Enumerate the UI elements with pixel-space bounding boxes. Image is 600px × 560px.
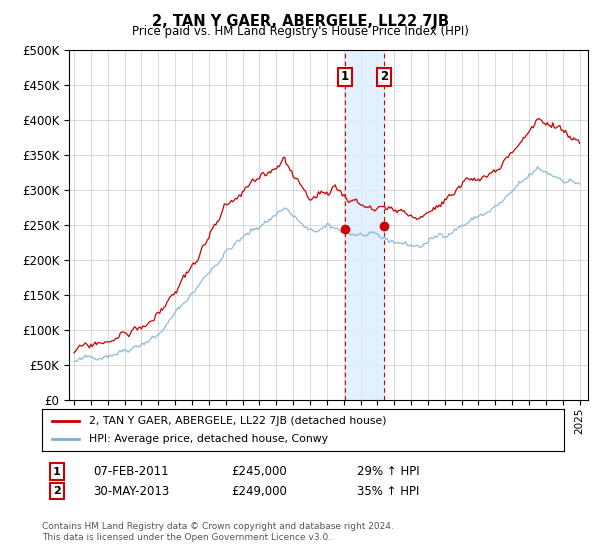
Text: 1: 1 [53, 466, 61, 477]
Text: 2: 2 [380, 71, 388, 83]
Text: 2, TAN Y GAER, ABERGELE, LL22 7JB (detached house): 2, TAN Y GAER, ABERGELE, LL22 7JB (detac… [89, 416, 386, 426]
Text: Contains HM Land Registry data © Crown copyright and database right 2024.: Contains HM Land Registry data © Crown c… [42, 522, 394, 531]
Text: This data is licensed under the Open Government Licence v3.0.: This data is licensed under the Open Gov… [42, 533, 331, 542]
Text: £245,000: £245,000 [231, 465, 287, 478]
Text: 07-FEB-2011: 07-FEB-2011 [93, 465, 169, 478]
Text: £249,000: £249,000 [231, 484, 287, 498]
Text: 1: 1 [341, 71, 349, 83]
Text: 30-MAY-2013: 30-MAY-2013 [93, 484, 169, 498]
Text: 29% ↑ HPI: 29% ↑ HPI [357, 465, 419, 478]
Text: 35% ↑ HPI: 35% ↑ HPI [357, 484, 419, 498]
Bar [345, 50, 384, 400]
Text: Price paid vs. HM Land Registry's House Price Index (HPI): Price paid vs. HM Land Registry's House … [131, 25, 469, 38]
Text: 2: 2 [53, 486, 61, 496]
Text: HPI: Average price, detached house, Conwy: HPI: Average price, detached house, Conw… [89, 434, 328, 444]
Text: 2, TAN Y GAER, ABERGELE, LL22 7JB: 2, TAN Y GAER, ABERGELE, LL22 7JB [151, 14, 449, 29]
